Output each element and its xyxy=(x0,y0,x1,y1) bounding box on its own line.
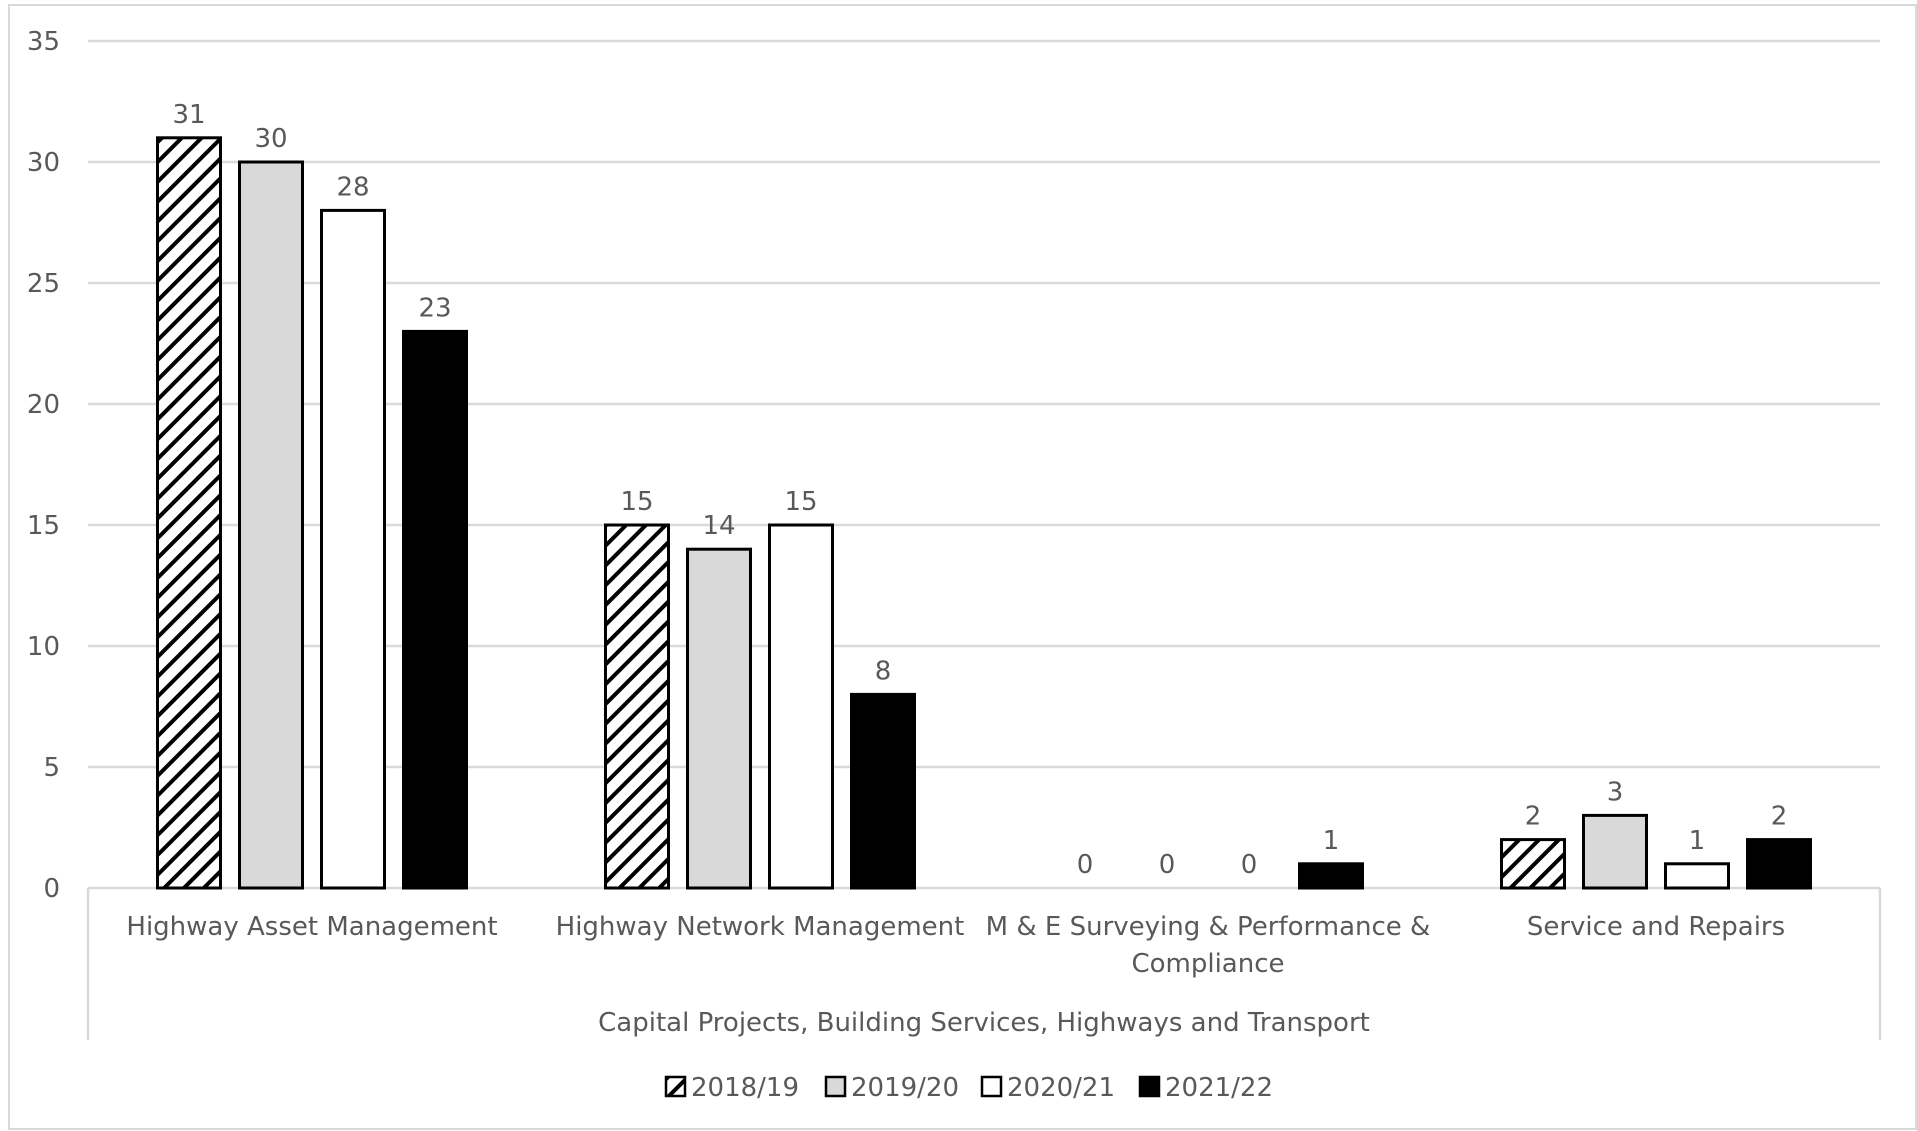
x-tick-label: Highway Asset Management xyxy=(126,912,497,942)
data-label: 31 xyxy=(172,100,205,130)
x-tick-label: Compliance xyxy=(1131,949,1284,979)
x-tick-label: Highway Network Management xyxy=(556,912,965,942)
x-tick-label: M & E Surveying & Performance & xyxy=(986,912,1431,942)
data-label: 0 xyxy=(1241,850,1258,880)
bar xyxy=(238,160,304,890)
y-tick-label: 0 xyxy=(43,874,60,904)
chart-border xyxy=(8,4,1917,1130)
y-tick-label: 20 xyxy=(27,390,60,420)
legend-swatch xyxy=(980,1075,1003,1098)
y-tick-label: 15 xyxy=(27,511,60,541)
data-label: 2 xyxy=(1525,802,1542,832)
bar xyxy=(1582,813,1648,890)
legend: 2018/19 2019/20 2020/21 2021/22 xyxy=(664,1073,1273,1103)
bar xyxy=(1664,862,1730,890)
data-label: 28 xyxy=(336,172,369,202)
bar xyxy=(768,523,834,890)
data-label: 8 xyxy=(875,656,892,686)
data-label: 15 xyxy=(620,487,653,517)
legend-item: 2019/20 xyxy=(824,1073,959,1103)
data-label: 1 xyxy=(1323,826,1340,856)
legend-swatch xyxy=(1138,1075,1161,1098)
data-label: 3 xyxy=(1607,777,1624,807)
gridlines xyxy=(88,39,1880,769)
bar xyxy=(1746,838,1812,890)
bar xyxy=(156,136,222,890)
data-label: 0 xyxy=(1077,850,1094,880)
data-label: 15 xyxy=(784,487,817,517)
bar xyxy=(686,547,752,890)
legend-label: 2021/22 xyxy=(1165,1073,1273,1103)
bars xyxy=(156,136,1812,890)
data-label: 2 xyxy=(1771,802,1788,832)
legend-item: 2021/22 xyxy=(1138,1073,1273,1103)
data-label: 23 xyxy=(418,293,451,323)
bar xyxy=(402,329,468,890)
data-label: 0 xyxy=(1159,850,1176,880)
y-tick-label: 25 xyxy=(27,269,60,299)
data-label: 30 xyxy=(254,124,287,154)
bar xyxy=(1500,838,1566,890)
data-label: 1 xyxy=(1689,826,1706,856)
y-tick-label: 30 xyxy=(27,148,60,178)
legend-item: 2020/21 xyxy=(980,1073,1115,1103)
y-tick-label: 35 xyxy=(27,27,60,57)
legend-item: 2018/19 xyxy=(664,1073,799,1103)
legend-label: 2020/21 xyxy=(1007,1073,1115,1103)
group-label: Capital Projects, Building Services, Hig… xyxy=(598,1008,1370,1038)
bar xyxy=(320,208,386,890)
legend-swatch xyxy=(664,1075,687,1098)
y-tick-label: 10 xyxy=(27,632,60,662)
legend-label: 2019/20 xyxy=(851,1073,959,1103)
legend-label: 2018/19 xyxy=(691,1073,799,1103)
y-tick-label: 5 xyxy=(43,753,60,783)
bar xyxy=(604,523,670,890)
bar xyxy=(1298,862,1364,890)
x-tick-label: Service and Repairs xyxy=(1527,912,1785,942)
data-label: 14 xyxy=(702,511,735,541)
bar xyxy=(850,692,916,890)
legend-swatch xyxy=(824,1075,847,1098)
